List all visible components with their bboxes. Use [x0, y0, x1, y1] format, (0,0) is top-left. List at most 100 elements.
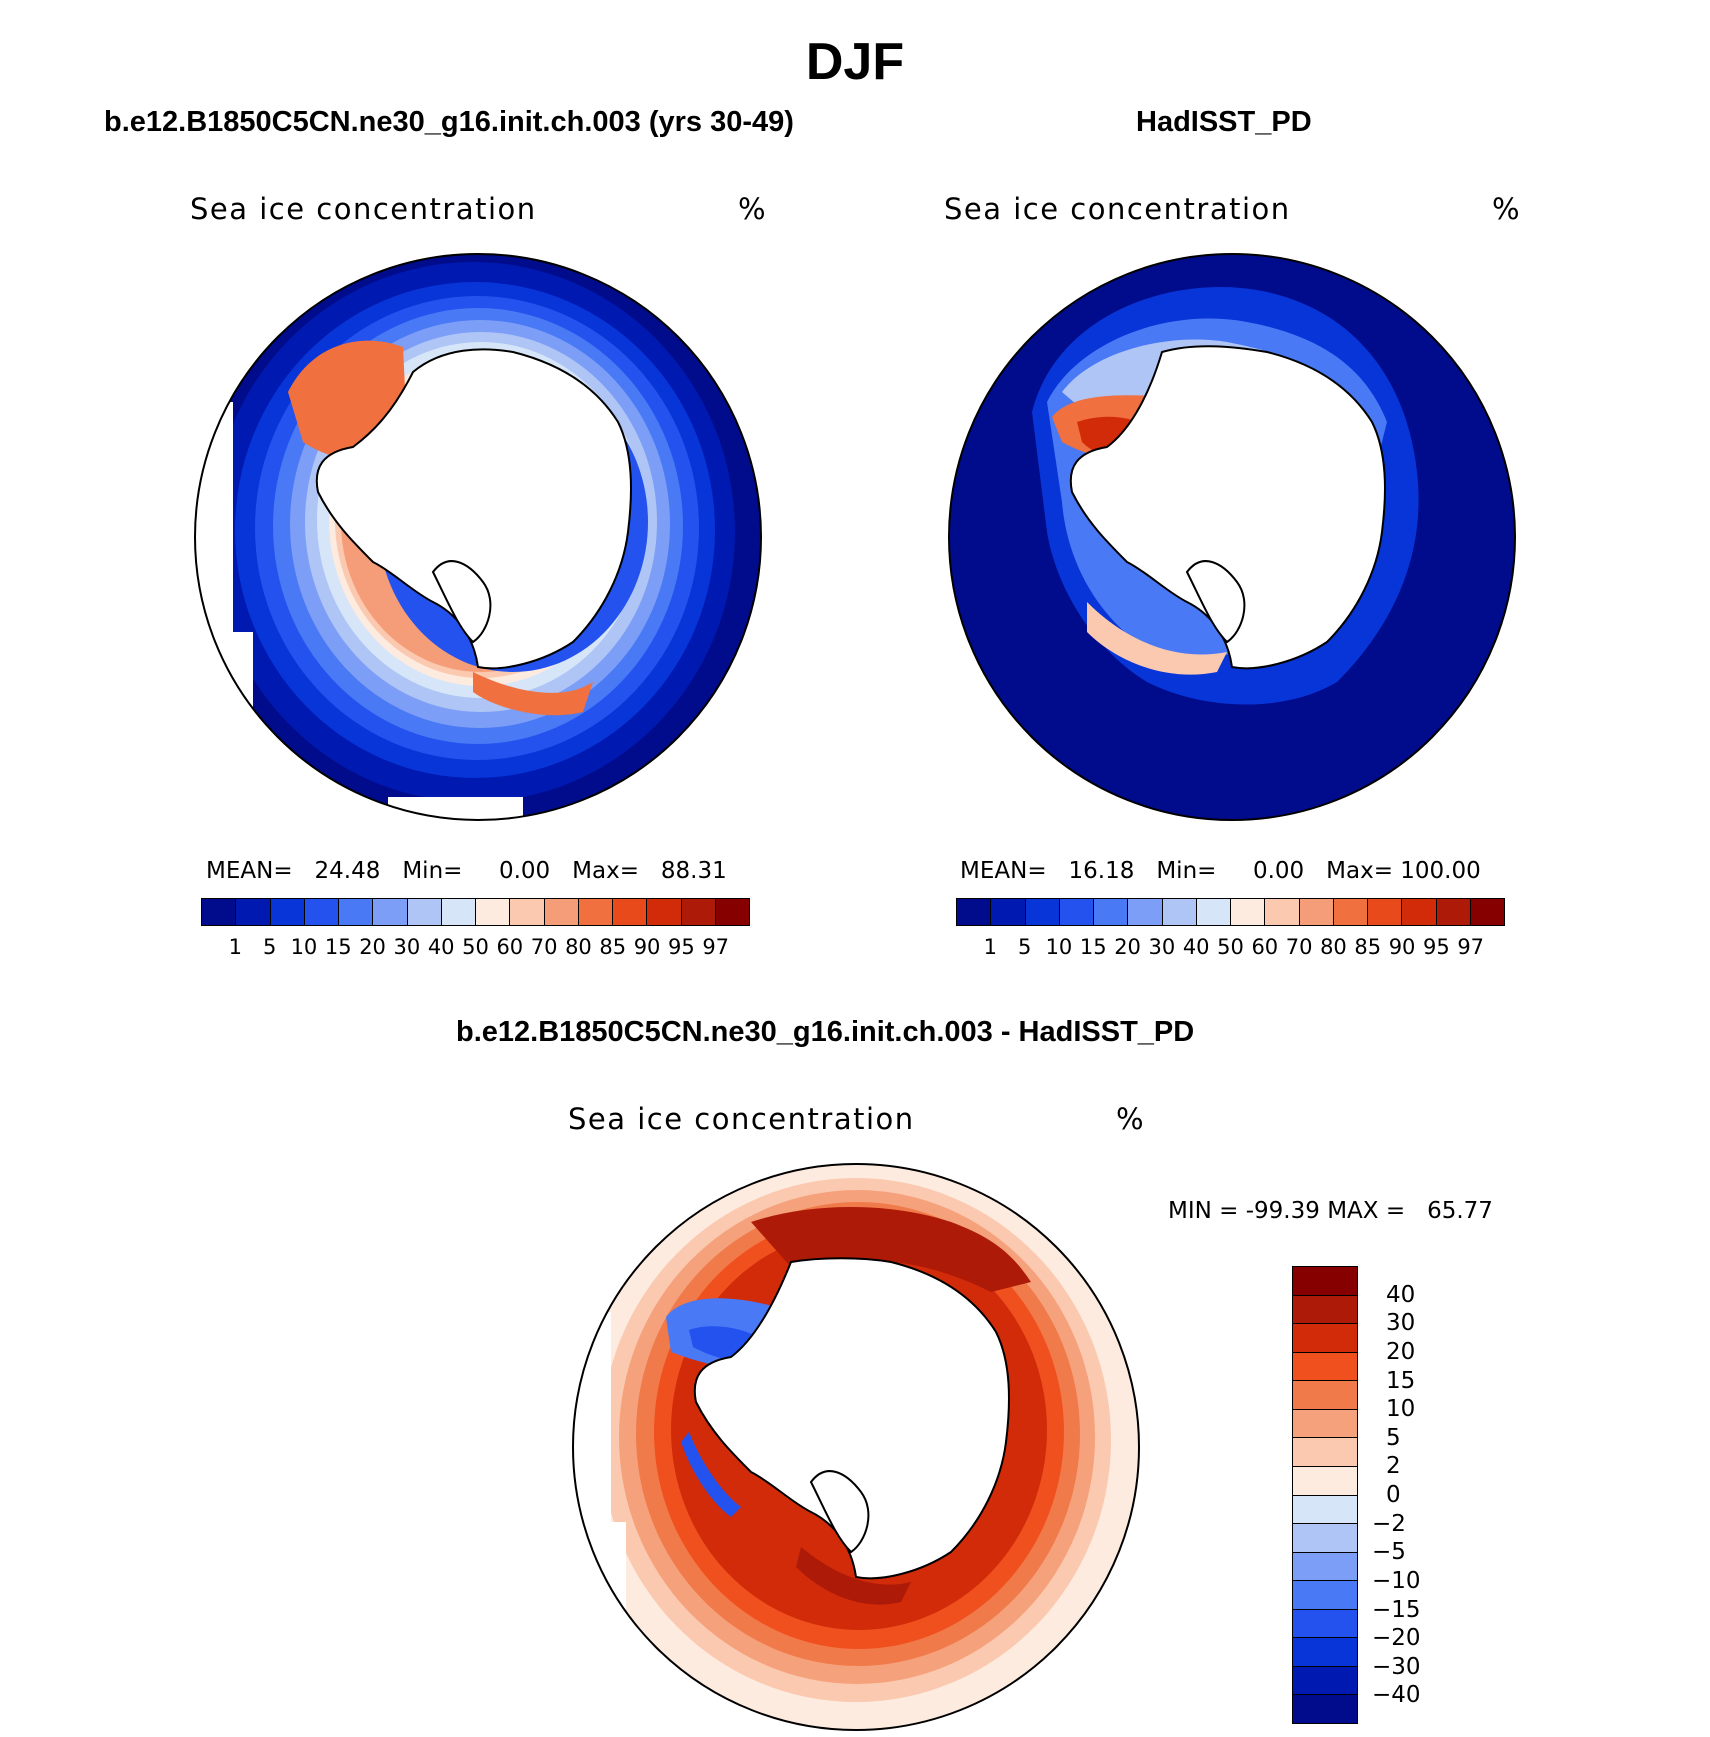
obs-colorbar-tick-label: 90	[1388, 935, 1416, 959]
diff-colorbar-tick-label: −5	[1372, 1539, 1406, 1566]
model-colorbar-swatch	[578, 899, 613, 925]
model-colorbar-tick-label: 50	[462, 935, 489, 959]
model-colorbar-swatch	[510, 899, 545, 925]
obs-colorbar-swatch	[1128, 899, 1163, 925]
diff-colorbar-swatch	[1293, 1552, 1357, 1582]
obs-colorbar-swatch	[957, 899, 992, 925]
diff-colorbar-tick-label: −40	[1372, 1682, 1421, 1709]
model-colorbar-swatch	[304, 899, 339, 925]
diff-colorbar-swatch	[1293, 1695, 1357, 1723]
diff-min-value: -99.39	[1245, 1198, 1320, 1224]
obs-colorbar-tick-label: 10	[1045, 935, 1073, 959]
obs-colorbar-tick-label: 30	[1148, 935, 1176, 959]
obs-colorbar-swatch	[1059, 899, 1094, 925]
model-colorbar-swatch	[407, 899, 442, 925]
model-colorbar-tick-label: 70	[530, 935, 558, 959]
model-mean-value: 24.48	[314, 858, 381, 884]
diff-min-label: MIN =	[1168, 1198, 1239, 1224]
obs-colorbar-tick-label: 80	[1320, 935, 1347, 959]
diff-polar-map	[572, 1163, 1140, 1731]
model-colorbar-tick-label: 60	[496, 935, 524, 959]
obs-polar-map	[948, 253, 1516, 821]
diff-colorbar-tick-label: 10	[1386, 1396, 1416, 1423]
obs-colorbar-labels: 1 5 10 15 20 30 40 50 60 70 80 85 90 95 97	[956, 935, 1505, 965]
obs-variable-label: Sea ice concentration	[944, 192, 1291, 226]
model-polar-map	[194, 253, 762, 821]
obs-colorbar-swatch	[1094, 899, 1129, 925]
model-colorbar-swatch	[373, 899, 408, 925]
model-colorbar-tick-label: 10	[290, 935, 318, 959]
obs-colorbar-swatch	[1470, 899, 1504, 925]
diff-colorbar-swatch	[1293, 1295, 1357, 1325]
obs-colorbar-tick-label: 70	[1285, 935, 1313, 959]
diff-colorbar-swatch	[1293, 1438, 1357, 1467]
diff-colorbar-tick-label: 30	[1386, 1310, 1416, 1337]
model-colorbar-swatch	[715, 899, 749, 925]
model-colorbar-tick-label: 1	[228, 935, 242, 959]
model-colorbar	[201, 898, 750, 926]
obs-colorbar-swatch	[1231, 899, 1266, 925]
obs-colorbar-tick-label: 1	[983, 935, 997, 959]
obs-colorbar-swatch	[1402, 899, 1437, 925]
model-colorbar-tick-label: 90	[633, 935, 661, 959]
obs-colorbar-tick-label: 85	[1354, 935, 1382, 959]
diff-colorbar-tick-label: −2	[1372, 1510, 1406, 1537]
model-colorbar-tick-label: 80	[565, 935, 592, 959]
obs-min-value: 0.00	[1252, 858, 1305, 884]
obs-colorbar-swatch	[1436, 899, 1471, 925]
obs-colorbar-tick-label: 50	[1217, 935, 1244, 959]
model-colorbar-swatch	[270, 899, 305, 925]
obs-colorbar-swatch	[1333, 899, 1368, 925]
obs-units-label: %	[1492, 192, 1522, 226]
obs-colorbar-tick-label: 15	[1079, 935, 1107, 959]
model-colorbar-tick-label: 15	[324, 935, 352, 959]
model-min-value: 0.00	[498, 858, 551, 884]
diff-colorbar-swatch	[1293, 1609, 1357, 1639]
diff-colorbar-tick-label: 0	[1386, 1482, 1401, 1508]
obs-colorbar-swatch	[1265, 899, 1300, 925]
model-colorbar-swatch	[613, 899, 648, 925]
diff-colorbar-swatch	[1293, 1524, 1357, 1553]
model-min-label: Min=	[402, 858, 463, 884]
obs-colorbar-swatch	[991, 899, 1026, 925]
model-colorbar-swatch	[339, 899, 374, 925]
diff-panel-title: b.e12.B1850C5CN.ne30_g16.init.ch.003 - H…	[456, 1016, 1195, 1048]
diff-colorbar-tick-label: −10	[1372, 1567, 1421, 1594]
obs-colorbar-tick-label: 97	[1457, 935, 1485, 959]
diff-colorbar-swatch	[1293, 1638, 1357, 1667]
model-panel-title: b.e12.B1850C5CN.ne30_g16.init.ch.003 (yr…	[104, 106, 794, 138]
obs-colorbar-swatch	[1025, 899, 1060, 925]
diff-colorbar-tick-label: 40	[1386, 1281, 1416, 1308]
obs-colorbar-tick-label: 95	[1423, 935, 1450, 959]
model-mean-label: MEAN=	[206, 858, 293, 884]
diff-colorbar-swatch	[1293, 1466, 1357, 1496]
model-stats: MEAN= 24.48 Min= 0.00 Max= 88.31	[206, 858, 727, 884]
model-colorbar-tick-label: 85	[599, 935, 627, 959]
obs-colorbar-swatch	[1162, 899, 1197, 925]
model-colorbar-swatch	[647, 899, 682, 925]
obs-panel-title: HadISST_PD	[1136, 106, 1312, 138]
model-colorbar-labels: 1 5 10 15 20 30 40 50 60 70 80 85 90 95 97	[201, 935, 750, 965]
model-variable-label: Sea ice concentration	[190, 192, 537, 226]
diff-colorbar-tick-label: 5	[1386, 1424, 1401, 1451]
diff-colorbar	[1292, 1266, 1358, 1724]
model-max-label: Max=	[572, 858, 639, 884]
model-colorbar-swatch	[441, 899, 476, 925]
diff-colorbar-swatch	[1293, 1381, 1357, 1410]
diff-colorbar-swatch	[1293, 1352, 1357, 1382]
obs-colorbar	[956, 898, 1505, 926]
model-colorbar-swatch	[476, 899, 511, 925]
model-units-label: %	[738, 192, 768, 226]
model-colorbar-tick-label: 20	[359, 935, 386, 959]
obs-stats: MEAN= 16.18 Min= 0.00 Max= 100.00	[960, 858, 1481, 884]
diff-colorbar-tick-label: 20	[1386, 1338, 1416, 1365]
obs-mean-label: MEAN=	[960, 858, 1047, 884]
diff-colorbar-swatch	[1293, 1581, 1357, 1610]
model-colorbar-swatch	[202, 899, 237, 925]
model-colorbar-tick-label: 97	[702, 935, 730, 959]
diff-colorbar-tick-label: −20	[1372, 1625, 1421, 1652]
model-colorbar-tick-label: 5	[262, 935, 277, 959]
diff-colorbar-swatch	[1293, 1324, 1357, 1353]
model-colorbar-swatch	[236, 899, 271, 925]
model-colorbar-tick-label: 30	[393, 935, 421, 959]
